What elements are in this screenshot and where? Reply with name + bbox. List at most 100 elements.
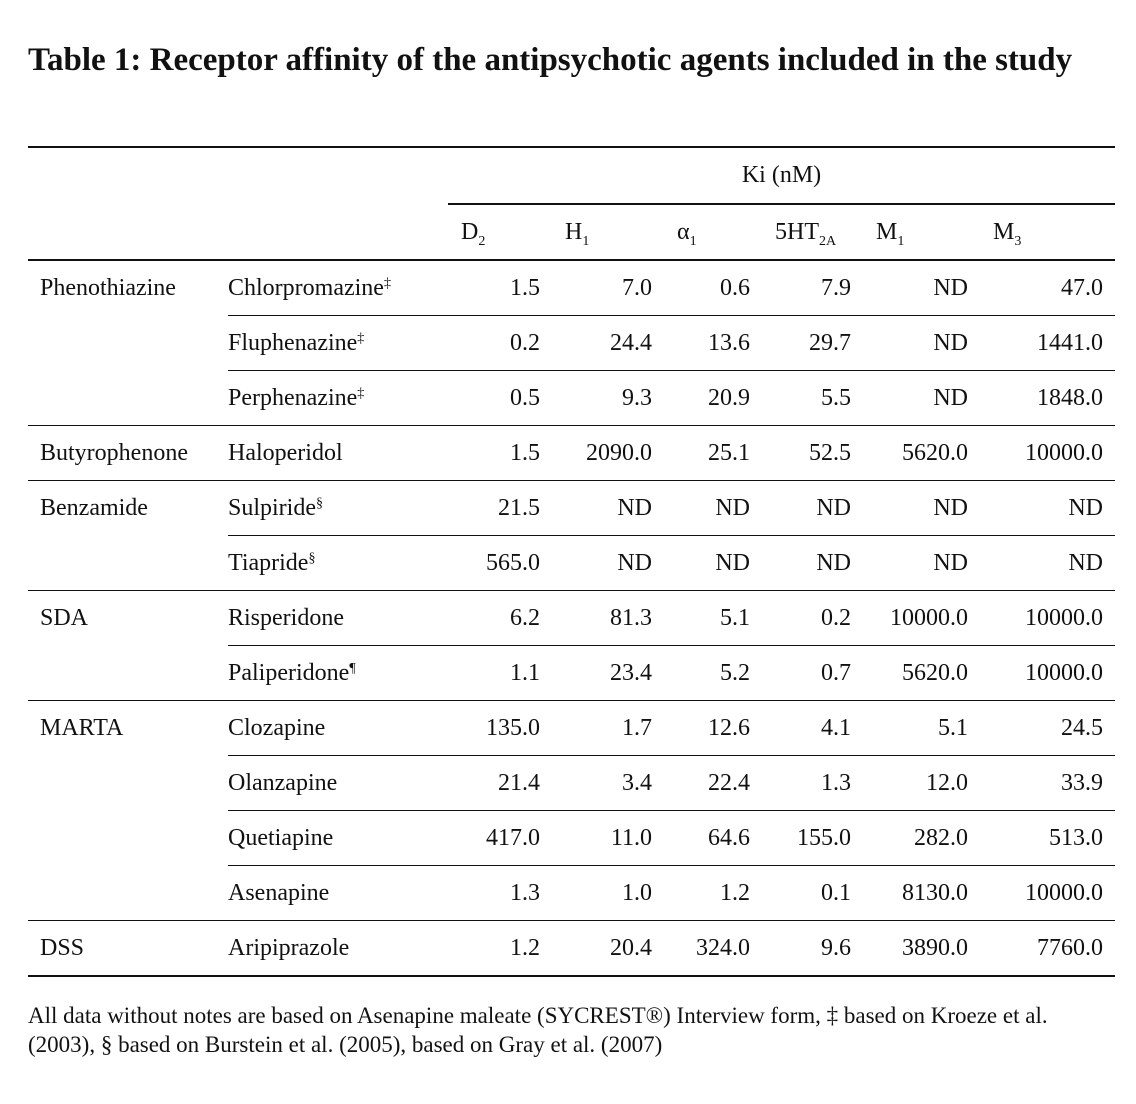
ki-value: 0.5 — [448, 370, 552, 426]
table-row: Phenothiazine Chlorpromazine‡ 1.5 7.0 0.6 7.9… — [28, 260, 1116, 316]
ki-value: ND — [980, 480, 1116, 536]
ki-value: 24.4 — [552, 315, 664, 371]
table-row: MARTA Clozapine 135.0 1.7 12.6 4.1 5.1 24.5 — [28, 700, 1116, 756]
table-row: Asenapine 1.3 1.0 1.2 0.1 8130.0 10000.0 — [28, 865, 1116, 921]
drug-name-text: Aripiprazole — [228, 934, 350, 961]
column-header-subscript: 2 — [478, 233, 486, 249]
column-header-main: D — [461, 218, 479, 245]
column-header-subscript: 3 — [1014, 233, 1022, 249]
ki-value: 8130.0 — [863, 865, 980, 921]
ki-value: 6.2 — [448, 590, 552, 646]
ki-value: 5.1 — [863, 700, 980, 756]
ki-value: 155.0 — [762, 810, 863, 866]
drug-name: Clozapine — [228, 700, 448, 756]
ki-value: 1.2 — [664, 865, 762, 921]
ki-value: 1.0 — [552, 865, 664, 921]
ki-value: 24.5 — [980, 700, 1116, 756]
ki-value: 10000.0 — [980, 645, 1116, 701]
column-header-main: M — [993, 218, 1015, 245]
drug-class — [28, 756, 228, 811]
column-header: M1 — [863, 204, 980, 261]
drug-name-text: Olanzapine — [228, 769, 338, 796]
ki-value: 5620.0 — [863, 425, 980, 481]
column-header-subscript: 1 — [582, 233, 590, 249]
ki-value: 47.0 — [980, 260, 1116, 316]
ki-value: 81.3 — [552, 590, 664, 646]
drug-name: Fluphenazine‡ — [228, 315, 448, 371]
ki-value: 0.1 — [762, 865, 863, 921]
drug-name-text: Quetiapine — [228, 824, 334, 851]
table-row: Perphenazine‡ 0.5 9.3 20.9 5.5 ND 1848.0 — [28, 370, 1116, 426]
ki-value: 3890.0 — [863, 920, 980, 977]
ki-value: 33.9 — [980, 755, 1116, 811]
drug-class — [28, 370, 228, 426]
drug-class: Phenothiazine — [40, 274, 176, 301]
drug-name-text: Perphenazine — [228, 384, 358, 411]
ki-value: 1848.0 — [980, 370, 1116, 426]
drug-name: Quetiapine — [228, 810, 448, 866]
drug-name: Paliperidone¶ — [228, 645, 448, 701]
ki-value: 64.6 — [664, 810, 762, 866]
ki-value: 7.0 — [552, 260, 664, 316]
ki-value: 10000.0 — [980, 865, 1116, 921]
reference-mark: § — [308, 550, 316, 566]
ki-value: 10000.0 — [863, 590, 980, 646]
ki-value: 9.3 — [552, 370, 664, 426]
ki-value: ND — [664, 480, 762, 536]
ki-value: 25.1 — [664, 425, 762, 481]
table-row: DSS Aripiprazole 1.2 20.4 324.0 9.6 3890.0 7760… — [28, 920, 1116, 977]
ki-value: 23.4 — [552, 645, 664, 701]
column-header-subscript: 1 — [689, 233, 697, 249]
drug-name-text: Sulpiride — [228, 494, 316, 521]
ki-value: 1.7 — [552, 700, 664, 756]
drug-name-text: Chlorpromazine — [228, 274, 384, 301]
table-row: Tiapride§ 565.0 ND ND ND ND ND — [28, 535, 1116, 591]
ki-value: ND — [863, 370, 980, 426]
ki-value: 5.5 — [762, 370, 863, 426]
drug-name-text: Risperidone — [228, 604, 344, 631]
ki-value: 21.4 — [448, 755, 552, 811]
ki-value: ND — [762, 480, 863, 536]
ki-value: 1441.0 — [980, 315, 1116, 371]
ki-value: ND — [552, 480, 664, 536]
drug-class: SDA — [40, 604, 89, 631]
drug-class: MARTA — [40, 714, 124, 741]
ki-value: 29.7 — [762, 315, 863, 371]
reference-mark: ‡ — [383, 275, 391, 291]
ki-value: 11.0 — [552, 810, 664, 866]
ki-value: 20.4 — [552, 920, 664, 977]
ki-value: ND — [863, 260, 980, 316]
drug-class — [28, 316, 228, 371]
drug-class — [28, 865, 228, 921]
column-header: H1 — [552, 204, 664, 261]
ki-value: ND — [863, 535, 980, 591]
ki-value: 1.2 — [448, 920, 552, 977]
column-header: M3 — [980, 204, 1116, 261]
reference-mark: ¶ — [349, 660, 356, 676]
drug-name: Asenapine — [228, 865, 448, 921]
table-footnote: All data without notes are based on Asen… — [28, 1003, 1048, 1057]
column-header-main: H — [565, 218, 583, 245]
column-header-subscript: 2A — [819, 233, 837, 249]
ki-value: 417.0 — [448, 810, 552, 866]
table-row: Benzamide Sulpiride§ 21.5 ND ND ND ND ND — [28, 480, 1116, 536]
drug-name: Chlorpromazine‡ — [228, 260, 448, 316]
ki-value: 2090.0 — [552, 425, 664, 481]
drug-name-text: Clozapine — [228, 714, 326, 741]
ki-value: 282.0 — [863, 810, 980, 866]
table-row: Paliperidone¶ 1.1 23.4 5.2 0.7 5620.0 10000.0 — [28, 645, 1116, 701]
drug-name-text: Asenapine — [228, 879, 330, 906]
table-row: Fluphenazine‡ 0.2 24.4 13.6 29.7 ND 1441.0 — [28, 315, 1116, 371]
ki-value: 4.1 — [762, 700, 863, 756]
table-row: Olanzapine 21.4 3.4 22.4 1.3 12.0 33.9 — [28, 755, 1116, 811]
ki-value: 5.2 — [664, 645, 762, 701]
ki-header: Ki (nM) — [448, 146, 1116, 205]
ki-value: 0.6 — [664, 260, 762, 316]
ki-value: 21.5 — [448, 480, 552, 536]
ki-value: 1.5 — [448, 260, 552, 316]
ki-value: 52.5 — [762, 425, 863, 481]
ki-value: 7.9 — [762, 260, 863, 316]
column-header: α1 — [664, 204, 762, 261]
ki-value: 12.0 — [863, 755, 980, 811]
column-header-main: M — [876, 218, 898, 245]
